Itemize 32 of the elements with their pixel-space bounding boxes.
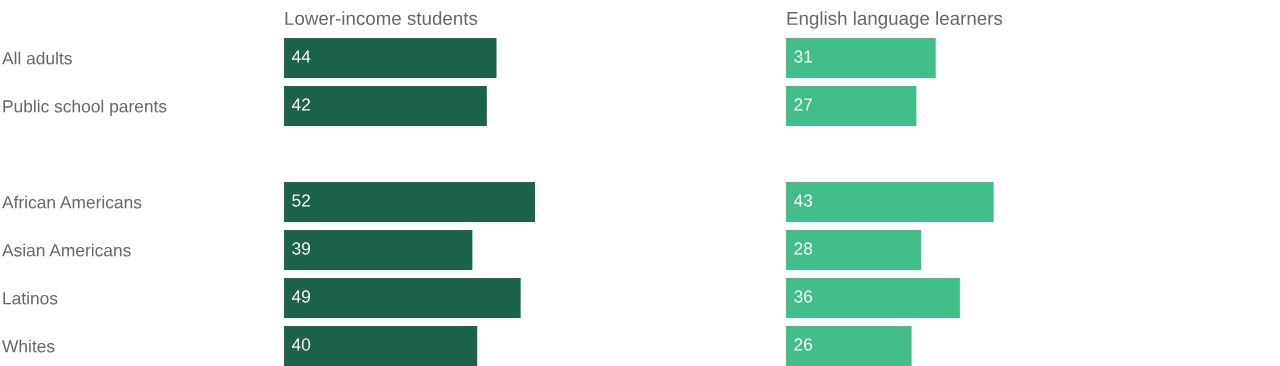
bar: [786, 38, 936, 78]
bar: [786, 182, 994, 222]
bar: [284, 86, 487, 126]
bar: [786, 326, 912, 366]
y-tick-label: Latinos: [3, 291, 58, 305]
data-label: 36: [794, 290, 813, 303]
y-tick-label: All adults: [2, 51, 72, 65]
bar: [786, 230, 922, 270]
data-label: 39: [292, 242, 311, 255]
bar: [284, 182, 536, 222]
data-label: 42: [291, 98, 310, 111]
bar: [284, 326, 478, 366]
data-label: 43: [793, 194, 813, 207]
bar: [786, 278, 960, 318]
data-label: 49: [291, 290, 311, 303]
chart-title: Lower-income students: [285, 11, 478, 26]
data-label: 40: [291, 338, 311, 351]
y-tick-label: Public school parents: [3, 99, 167, 116]
bar: [284, 230, 473, 270]
data-label: 31: [794, 50, 812, 63]
y-tick-label: Asian Americans: [2, 243, 131, 257]
data-label: 44: [291, 50, 311, 63]
y-tick-label: Whites: [2, 339, 55, 353]
data-label: 27: [794, 98, 812, 111]
bar: [786, 86, 917, 126]
data-label: 28: [794, 242, 813, 255]
y-tick-label: African Americans: [2, 195, 142, 209]
bar: [284, 38, 497, 78]
bar: [284, 278, 521, 318]
data-label: 26: [794, 338, 813, 351]
chart-title: English language learners: [787, 11, 1003, 29]
data-label: 52: [292, 194, 310, 207]
